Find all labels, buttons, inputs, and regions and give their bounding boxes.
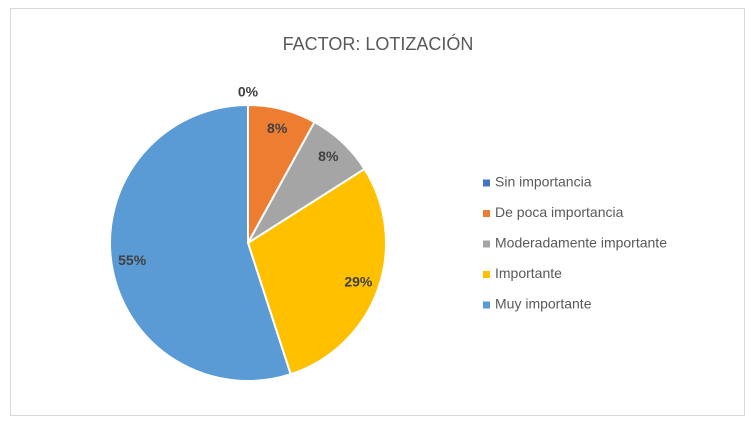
legend-swatch [483, 179, 490, 187]
data-label: 29% [344, 273, 373, 289]
legend-swatch [483, 301, 490, 309]
legend-label: Muy importante [495, 296, 592, 312]
pie-slice [246, 167, 387, 376]
legend-label: De poca importancia [495, 204, 624, 220]
legend-swatch [483, 271, 490, 278]
legend-label: Moderadamente importante [495, 235, 667, 251]
legend-label: Importante [495, 265, 562, 281]
pie-slice [109, 103, 292, 382]
legend-swatch [483, 240, 490, 248]
data-label: 8% [267, 120, 288, 136]
data-label: 55% [118, 252, 147, 268]
data-label: 0% [238, 84, 259, 100]
data-label: 8% [318, 148, 339, 164]
legend-label: Sin importancia [495, 174, 592, 190]
chart-title: FACTOR: LOTIZACIÓN [283, 33, 474, 54]
legend-swatch [483, 210, 490, 217]
